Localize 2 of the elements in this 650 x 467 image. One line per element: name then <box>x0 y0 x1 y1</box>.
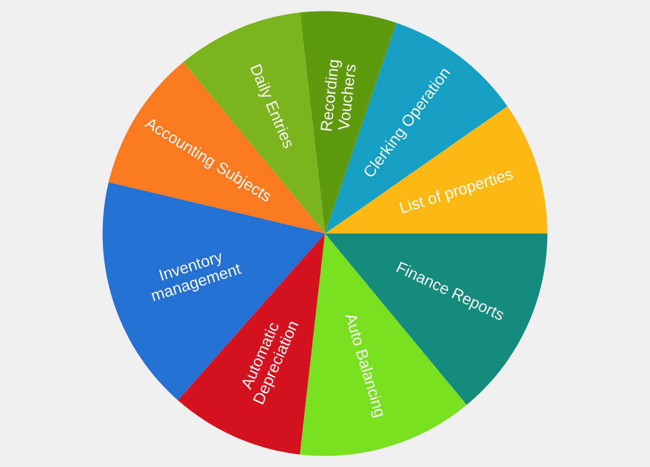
slice-label: Daily Entries <box>247 64 296 150</box>
slice-label: Recording Vouchers <box>320 60 356 132</box>
